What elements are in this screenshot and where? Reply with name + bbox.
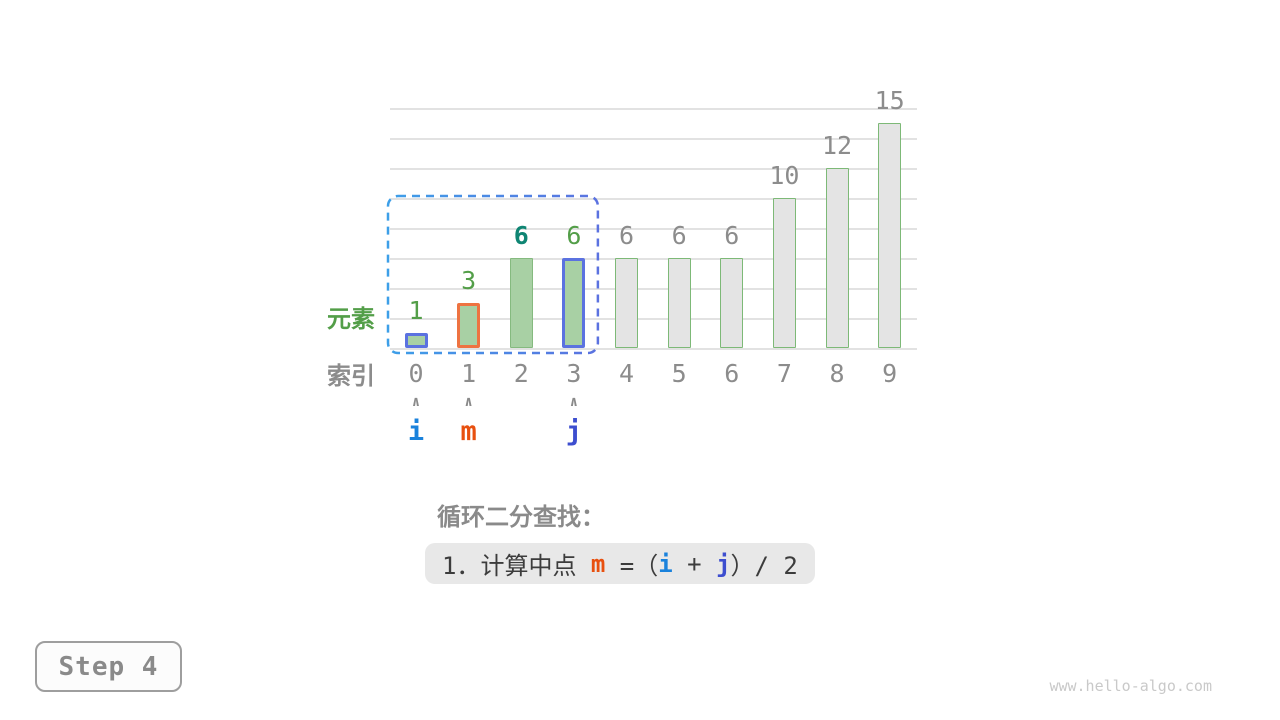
x-tick-label: 6 [724, 359, 740, 388]
bar-chart-plot-area: 1 3 6 6 6 6 6 10 12 15 [390, 87, 917, 350]
formula-text: =（ [605, 552, 659, 580]
gridline [390, 288, 917, 290]
bar-index-2 [509, 258, 533, 348]
formula-text: 1．计算中点 [442, 552, 591, 580]
bar-index-5 [667, 258, 691, 348]
step-badge: Step 4 [35, 641, 182, 692]
bar-value-label: 6 [671, 221, 687, 250]
x-tick-label: 4 [618, 359, 635, 388]
gridline [390, 318, 917, 320]
formula-pill: 1．计算中点 m =（ i + j ）/ 2 [425, 543, 815, 584]
x-tick-label: 3 [566, 359, 582, 388]
formula-var-j: j [716, 549, 731, 578]
bar-index-8 [825, 168, 849, 348]
bar-index-6 [720, 258, 744, 348]
bar-value-label: 6 [724, 221, 740, 250]
formula-var-m: m [590, 549, 606, 578]
x-tick-label: 0 [408, 359, 424, 388]
bar-value-label: 10 [769, 161, 800, 190]
bar-value-label: 15 [874, 86, 905, 115]
bar-index-7 [772, 198, 796, 348]
pointer-caret-icon: ∧ [411, 394, 421, 410]
bar-value-label: 3 [461, 266, 477, 295]
bar-index-1 [457, 303, 481, 348]
gridline [390, 198, 917, 200]
bar-value-label: 6 [566, 221, 582, 250]
bar-value-label: 6 [513, 221, 529, 250]
pointer-label-i: i [407, 416, 425, 447]
pointer-caret-icon: ∧ [464, 394, 473, 410]
x-axis-label-index: 索引 [327, 362, 375, 390]
formula-var-i: i [658, 549, 673, 578]
x-tick-label: 9 [882, 359, 898, 388]
gridline [390, 258, 917, 260]
bar-index-0 [404, 333, 428, 348]
gridline [390, 138, 917, 140]
bar-index-9 [878, 123, 902, 348]
gridline [390, 108, 917, 110]
x-tick-label: 7 [776, 359, 792, 388]
gridline [390, 228, 917, 230]
bar-index-3 [562, 258, 586, 348]
step-badge-label: Step 4 [58, 651, 159, 682]
bar-value-label: 6 [618, 221, 635, 250]
pointer-label-m: m [460, 416, 477, 447]
gridline [390, 348, 917, 350]
x-tick-label: 8 [829, 359, 845, 388]
caption-title: 循环二分查找： [437, 503, 605, 531]
pointer-label-j: j [565, 416, 582, 447]
bar-index-4 [615, 258, 639, 348]
x-tick-label: 5 [671, 359, 687, 388]
watermark-url: www.hello-algo.com [1049, 677, 1212, 695]
x-tick-label: 2 [513, 359, 529, 388]
bar-value-label: 12 [821, 131, 853, 160]
x-tick-label: 1 [461, 359, 477, 388]
y-axis-label-element: 元素 [327, 305, 375, 333]
formula-text: + [672, 549, 717, 578]
gridline [390, 168, 917, 170]
pointer-caret-icon: ∧ [569, 394, 579, 410]
bar-value-label: 1 [408, 296, 424, 325]
formula-text: ）/ 2 [730, 552, 798, 580]
